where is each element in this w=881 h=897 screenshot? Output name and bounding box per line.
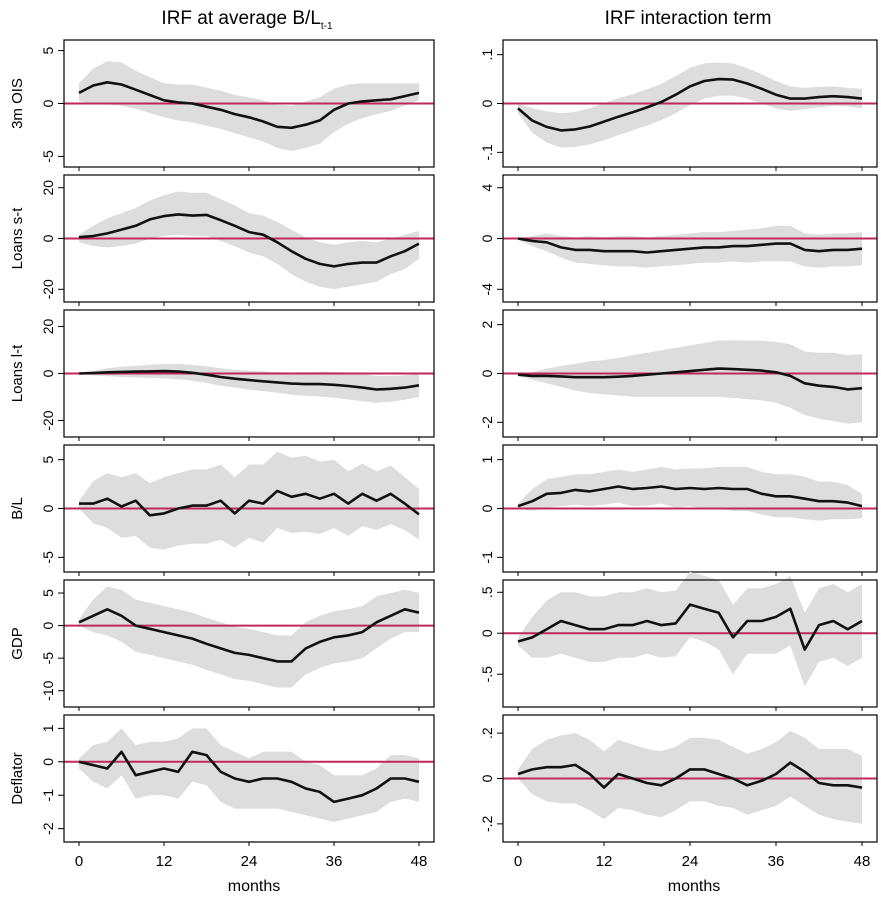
confidence-band-deflator-interaction (518, 730, 862, 824)
y-tick-label-loans-l-t-interaction: -2 (479, 416, 495, 429)
y-axis-label-loans-s-t-avg: Loans s-t (9, 207, 26, 270)
y-tick-label-gdp-avg: 0 (40, 621, 56, 629)
panel-loans-l-t-avg: 20 0 -20 Loans l-t (9, 309, 435, 441)
confidence-band-b-l-interaction (518, 467, 862, 521)
y-tick-label-gdp-interaction: 0 (479, 629, 495, 637)
y-tick-label-loans-l-t-avg: -20 (40, 410, 56, 430)
y-tick-label-3m-ois-avg: 5 (40, 46, 56, 54)
y-tick-label-gdp-avg: -10 (40, 680, 56, 700)
confidence-band-3m-ois-interaction (518, 62, 862, 148)
y-tick-label-3m-ois-avg: -5 (40, 150, 56, 163)
y-tick-label-b-l-interaction: -1 (479, 551, 495, 564)
y-tick-label-b-l-avg: -5 (40, 551, 56, 564)
irf-line-loans-l-t-interaction (517, 367, 863, 391)
panel-loans-s-t-avg: 20 0 -20 Loans s-t (9, 174, 435, 306)
confidence-band-loans-l-t-interaction (518, 340, 862, 424)
y-tick-label-loans-s-t-avg: 20 (40, 180, 56, 196)
y-tick-label-b-l-interaction: 0 (479, 504, 495, 512)
panel-deflator-interaction: .2 0 -.2 0 12 24 36 48 (479, 714, 878, 870)
panel-3m-ois-avg: 5 0 -5 3m OIS (9, 39, 435, 171)
panel-gdp-avg: 5 0 -5 -10 GDP (9, 579, 435, 711)
y-tick-label-deflator-avg: 0 (40, 758, 56, 766)
x-tick-label-deflator-interaction: 48 (854, 853, 871, 870)
y-tick-label-loans-s-t-avg: -20 (40, 279, 56, 299)
irf-line-deflator-avg (78, 750, 420, 804)
panel-3m-ois-interaction: .1 0 -.1 (479, 39, 878, 171)
confidence-band-gdp-interaction (518, 571, 862, 687)
confidence-band-loans-s-t-avg (79, 191, 419, 290)
y-tick-label-3m-ois-interaction: 0 (479, 99, 495, 107)
y-tick-label-b-l-avg: 5 (40, 456, 56, 464)
y-tick-label-loans-l-t-interaction: 2 (479, 321, 495, 329)
panel-b-l-avg: 5 0 -5 B/L (9, 444, 435, 576)
left-column-title-main: IRF at average B/L (161, 8, 320, 29)
y-tick-label-b-l-interaction: 1 (479, 456, 495, 464)
y-tick-label-loans-s-t-interaction: -4 (479, 283, 495, 296)
left-x-axis-label: months (228, 878, 280, 895)
panel-loans-s-t-interaction: 4 0 -4 (479, 174, 878, 306)
irf-line-3m-ois-interaction (517, 77, 863, 132)
confidence-band-loans-s-t-interaction (518, 225, 862, 268)
y-axis-label-gdp-avg: GDP (9, 627, 26, 660)
irf-line-loans-s-t-interaction (517, 237, 863, 254)
x-tick-label-deflator-avg: 48 (411, 853, 428, 870)
left-column-title: IRF at average B/Lt-1 (161, 8, 333, 32)
y-tick-label-loans-s-t-interaction: 0 (479, 234, 495, 242)
irf-line-3m-ois-avg (78, 81, 420, 130)
x-tick-label-deflator-interaction: 36 (768, 853, 785, 870)
y-tick-label-loans-l-t-avg: 20 (40, 318, 56, 334)
y-tick-label-3m-ois-interaction: -.1 (479, 144, 495, 161)
x-tick-label-deflator-avg: 24 (241, 853, 258, 870)
confidence-band-loans-l-t-avg (79, 363, 419, 403)
y-tick-label-gdp-avg: -5 (40, 652, 56, 665)
y-axis-label-b-l-avg: B/L (9, 497, 26, 520)
panel-gdp-interaction: .5 0 -.5 (479, 571, 878, 711)
y-tick-label-3m-ois-avg: 0 (40, 99, 56, 107)
y-tick-label-deflator-interaction: .2 (479, 727, 495, 739)
x-tick-label-deflator-interaction: 24 (682, 853, 699, 870)
y-tick-label-gdp-interaction: .5 (479, 586, 495, 598)
y-tick-label-deflator-interaction: -.2 (479, 815, 495, 832)
y-tick-label-deflator-interaction: 0 (479, 774, 495, 782)
y-axis-label-loans-l-t-avg: Loans l-t (9, 344, 26, 402)
irf-line-gdp-interaction (517, 603, 863, 651)
x-tick-label-deflator-avg: 36 (326, 853, 343, 870)
y-tick-label-gdp-avg: 5 (40, 589, 56, 597)
y-tick-label-loans-s-t-avg: 0 (40, 234, 56, 242)
x-tick-label-deflator-interaction: 0 (514, 853, 522, 870)
right-x-axis-label: months (668, 878, 720, 895)
irf-line-loans-l-t-avg (78, 369, 420, 391)
x-tick-label-deflator-avg: 12 (156, 853, 173, 870)
y-tick-label-b-l-avg: 0 (40, 504, 56, 512)
y-tick-label-gdp-interaction: -.5 (479, 666, 495, 683)
confidence-band-gdp-avg (79, 586, 419, 688)
irf-line-deflator-interaction (517, 761, 863, 789)
right-column-title: IRF interaction term (605, 8, 772, 29)
y-tick-label-loans-l-t-avg: 0 (40, 369, 56, 377)
left-column-title-subscript: t-1 (321, 21, 333, 32)
x-tick-label-deflator-avg: 0 (75, 853, 83, 870)
y-axis-label-3m-ois-avg: 3m OIS (9, 78, 26, 129)
panel-b-l-interaction: 1 0 -1 (479, 444, 878, 576)
y-tick-label-deflator-avg: -2 (40, 822, 56, 835)
irf-line-gdp-avg (78, 608, 420, 663)
x-tick-label-deflator-interaction: 12 (596, 853, 613, 870)
y-tick-label-3m-ois-interaction: .1 (479, 49, 495, 61)
panel-deflator-avg: 1 0 -1 -2 Deflator 0 12 24 36 48 (9, 714, 435, 870)
irf-line-b-l-avg (79, 489, 420, 517)
y-tick-label-loans-l-t-interaction: 0 (479, 369, 495, 377)
y-tick-label-deflator-avg: -1 (40, 789, 56, 802)
confidence-band-deflator-avg (79, 728, 419, 822)
y-axis-label-deflator-avg: Deflator (9, 752, 26, 805)
y-tick-label-deflator-avg: 1 (40, 724, 56, 732)
confidence-band-3m-ois-avg (79, 61, 419, 152)
y-tick-label-loans-s-t-interaction: 4 (479, 184, 495, 192)
irf-line-b-l-interaction (517, 485, 863, 508)
panel-loans-l-t-interaction: 2 0 -2 (479, 309, 878, 441)
irf-line-loans-s-t-avg (78, 213, 420, 268)
